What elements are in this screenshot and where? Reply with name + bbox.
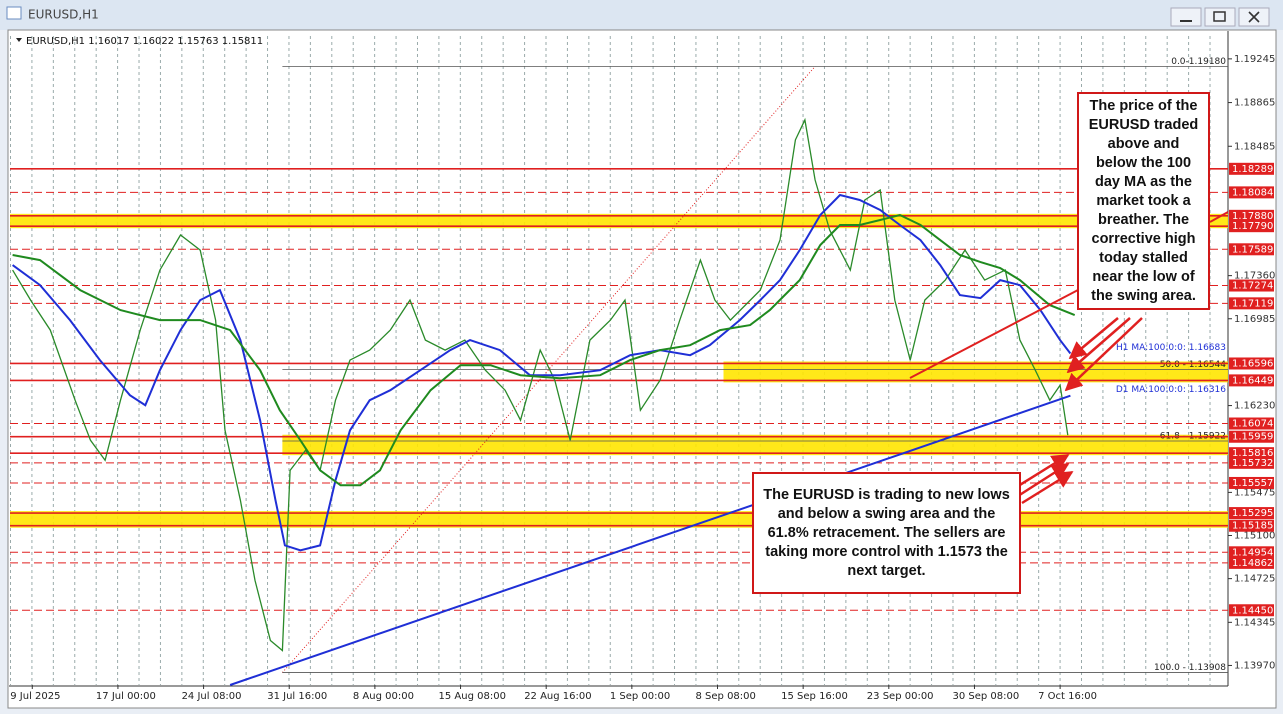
- x-tick-label: 1 Sep 00:00: [610, 691, 670, 702]
- y-tick-label: 1.13970: [1234, 660, 1275, 671]
- level-label-box: [1229, 604, 1274, 617]
- level-label-box: [1229, 279, 1274, 292]
- level-label: 1.15959: [1232, 432, 1273, 443]
- zone: [282, 434, 1228, 456]
- x-tick-label: 8 Sep 08:00: [696, 691, 756, 702]
- level-label: 1.18289: [1232, 164, 1273, 175]
- window-icon: [6, 6, 22, 20]
- y-tick-label: 1.15475: [1234, 487, 1275, 498]
- level-label-box: [1229, 220, 1274, 233]
- y-tick-label: 1.18485: [1234, 141, 1275, 152]
- level-label: 1.16074: [1232, 419, 1273, 430]
- y-tick-label: 1.16985: [1234, 314, 1275, 325]
- level-label: 1.15557: [1232, 478, 1273, 489]
- fib-label: 100.0 - 1.13908: [1154, 663, 1226, 673]
- level-label: 1.15295: [1232, 508, 1273, 519]
- y-tick-label: 1.14725: [1234, 574, 1275, 585]
- maximize-button[interactable]: [1204, 7, 1236, 27]
- x-tick-label: 15 Sep 16:00: [781, 691, 848, 702]
- price-line: [12, 117, 1069, 652]
- level-label-box: [1229, 447, 1274, 460]
- x-tick-label: 9 Jul 2025: [10, 691, 60, 702]
- level-label-box: [1229, 430, 1274, 443]
- arrow: [1014, 453, 1070, 490]
- x-tick-label: 24 Jul 08:00: [182, 691, 242, 702]
- level-label-box: [1229, 476, 1274, 489]
- level-label: 1.17790: [1232, 221, 1273, 232]
- time-grid: [10, 33, 1228, 685]
- y-tick-label: 1.17360: [1234, 271, 1275, 282]
- x-tick-label: 7 Oct 16:00: [1038, 691, 1097, 702]
- price-line: [12, 213, 1076, 487]
- trend-and-arrows: [909, 211, 1229, 505]
- level-label: 1.14450: [1232, 605, 1273, 616]
- x-tick-label: 22 Aug 16:00: [524, 691, 591, 702]
- level-label-box: [1229, 297, 1274, 310]
- ma-label: D1 MA:100:0:0: 1.16316: [1116, 385, 1226, 395]
- level-label: 1.17880: [1232, 211, 1273, 222]
- chart-info: EURUSD,H1 1.16017 1.16022 1.15763 1.1581…: [26, 36, 263, 47]
- x-tick-label: 23 Sep 00:00: [867, 691, 934, 702]
- annotation: The EURUSD is trading to new lows and be…: [752, 472, 1021, 594]
- window-title: EURUSD,H1: [28, 8, 99, 22]
- level-label-box: [1229, 456, 1274, 469]
- level-label-box: [1229, 556, 1274, 569]
- info-caret: [16, 38, 22, 42]
- arrow: [1068, 317, 1119, 360]
- level-label-box: [1229, 243, 1274, 256]
- title-bar: [0, 0, 1283, 30]
- x-tick-label: 17 Jul 00:00: [96, 691, 156, 702]
- zone: [723, 361, 1228, 383]
- level-label-box: [1229, 162, 1274, 175]
- y-tick-label: 1.19245: [1234, 54, 1275, 65]
- level-label: 1.16596: [1232, 358, 1273, 369]
- level-label-box: [1229, 186, 1274, 199]
- zone: [10, 213, 1228, 229]
- level-label: 1.18084: [1232, 187, 1273, 198]
- y-tick-label: 1.16230: [1234, 401, 1275, 412]
- fib-label: 0.0-1.19180: [1171, 57, 1226, 67]
- y-tick-label: 1.18865: [1234, 98, 1275, 109]
- annotation: The price of the EURUSD traded above and…: [1077, 92, 1210, 310]
- minimize-button[interactable]: [1170, 7, 1202, 27]
- x-tick-label: 15 Aug 08:00: [439, 691, 506, 702]
- fib-diagonal: [282, 66, 816, 673]
- y-tick-label: 1.15100: [1234, 531, 1275, 542]
- ma-label: H1 MA:100:0:0: 1.16683: [1116, 343, 1226, 353]
- level-label-box: [1229, 507, 1274, 520]
- level-label-box: [1229, 417, 1274, 430]
- level-label: 1.14954: [1232, 547, 1273, 558]
- x-tick-label: 8 Aug 00:00: [353, 691, 414, 702]
- level-label: 1.15816: [1232, 448, 1273, 459]
- maximize-icon: [1213, 11, 1226, 22]
- level-label-box: [1229, 209, 1274, 222]
- level-label: 1.16449: [1232, 375, 1273, 386]
- trendline: [909, 289, 1079, 379]
- arrow: [1209, 211, 1229, 223]
- level-label: 1.17274: [1232, 281, 1273, 292]
- level-label: 1.15732: [1232, 458, 1273, 469]
- fib-label: 50.0 - 1.16544: [1160, 360, 1226, 370]
- level-label: 1.15185: [1232, 521, 1273, 532]
- level-label: 1.17119: [1232, 298, 1273, 309]
- level-label: 1.17589: [1232, 244, 1273, 255]
- x-tick-label: 31 Jul 16:00: [267, 691, 327, 702]
- y-tick-label: 1.14345: [1234, 617, 1275, 628]
- price-line: [229, 394, 1071, 686]
- arrow: [1066, 317, 1131, 374]
- level-label-box: [1229, 357, 1274, 370]
- level-label-box: [1229, 519, 1274, 532]
- arrow: [1017, 462, 1070, 498]
- close-icon: [1248, 11, 1260, 23]
- arrow: [1021, 470, 1074, 505]
- level-label: 1.14862: [1232, 558, 1273, 569]
- level-label-box: [1229, 546, 1274, 559]
- x-tick-label: 30 Sep 08:00: [952, 691, 1019, 702]
- arrow: [1064, 317, 1143, 392]
- level-label-box: [1229, 374, 1274, 387]
